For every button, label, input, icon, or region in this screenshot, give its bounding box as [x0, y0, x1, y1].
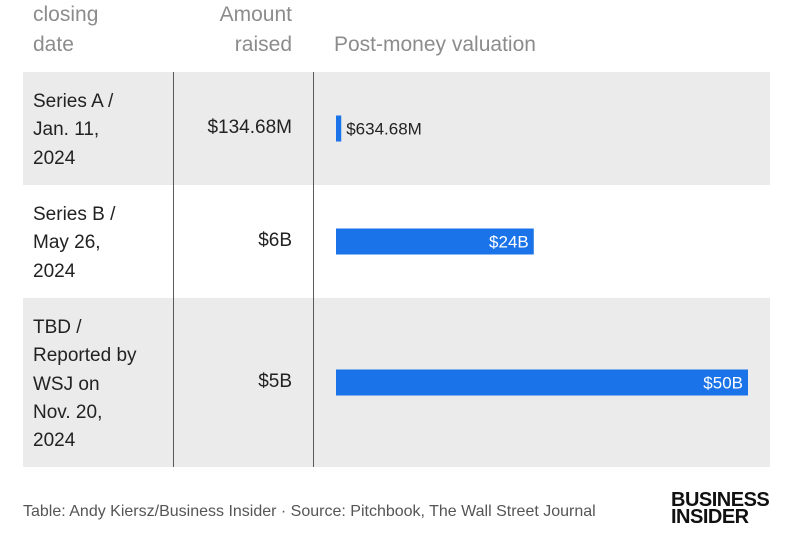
- logo-line: INSIDER: [671, 506, 749, 528]
- column-header-amount-line2: raised: [234, 33, 292, 56]
- date-line: 2024: [33, 147, 76, 169]
- column-header-date-line2: date: [33, 33, 74, 56]
- date-line: Jan. 11,: [33, 119, 100, 141]
- valuation-bar: [336, 115, 342, 142]
- column-divider: [313, 72, 314, 467]
- amount-cell: $6B: [258, 230, 292, 251]
- valuation-label: $634.68M: [346, 120, 422, 139]
- date-line: Reported by: [33, 345, 137, 367]
- column-header-amount: Amount raised: [175, 0, 292, 60]
- date-line: Series A /: [33, 91, 114, 112]
- date-line: WSJ on: [33, 373, 100, 395]
- funding-table: Series A / Jan. 11, 2024 $134.68M Series…: [23, 72, 770, 467]
- table-row: Series B / May 26, 2024 $6B: [23, 185, 770, 298]
- amount-cell: $5B: [258, 371, 292, 392]
- column-divider: [173, 72, 174, 467]
- source-credit: Table: Andy Kiersz/Business Insider · So…: [23, 503, 596, 520]
- date-cell: Series B / May 26, 2024: [33, 201, 115, 286]
- business-insider-logo: BUSINESS INSIDER: [671, 489, 771, 528]
- date-line: Series B /: [33, 204, 116, 225]
- valuation-bars: $634.68M $24B $50B: [336, 115, 748, 396]
- date-line: 2024: [33, 260, 76, 282]
- valuation-bar: [336, 369, 748, 396]
- column-header-date: closing date: [33, 0, 163, 60]
- column-header-valuation: Post-money valuation: [334, 33, 536, 56]
- valuation-bar: [336, 228, 534, 255]
- date-line: 2024: [33, 430, 76, 452]
- date-line: Nov. 20,: [33, 401, 103, 423]
- logo-line: BUSINESS: [671, 489, 770, 511]
- column-header-date-line1: closing: [33, 3, 99, 26]
- date-cell: Series A / Jan. 11, 2024: [33, 88, 113, 173]
- valuation-label: $24B: [489, 233, 529, 252]
- table-row: Series A / Jan. 11, 2024 $134.68M: [23, 72, 770, 185]
- date-cell: TBD / Reported by WSJ on Nov. 20, 2024: [33, 314, 137, 455]
- column-header-amount-line1: Amount: [219, 3, 292, 26]
- date-line: TBD /: [33, 317, 82, 338]
- date-line: May 26,: [33, 232, 101, 254]
- amount-cell: $134.68M: [207, 117, 292, 138]
- valuation-label: $50B: [703, 374, 743, 393]
